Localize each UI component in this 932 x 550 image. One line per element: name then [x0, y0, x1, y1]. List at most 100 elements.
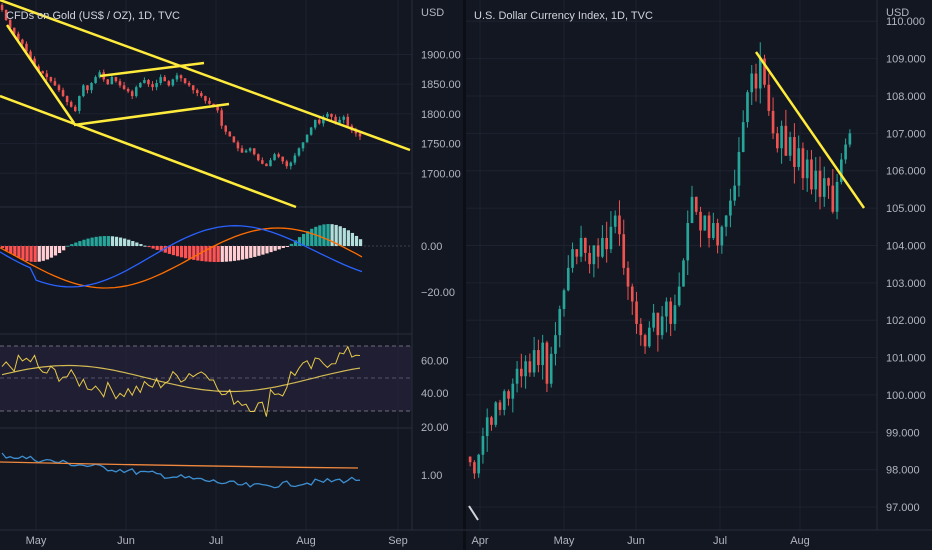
macd-histogram-bar: [342, 228, 346, 246]
dxy-candle: [532, 350, 536, 373]
gold-time-axis[interactable]: May Jun Jul Aug Sep: [26, 535, 408, 547]
macd-histogram-bar: [114, 236, 119, 246]
macd-histogram-bar: [322, 224, 326, 246]
macd-histogram-bar: [289, 243, 294, 246]
gold-candle: [4, 9, 8, 21]
macd-histogram-bar: [204, 246, 208, 262]
gold-candle: [196, 90, 199, 94]
macd-histogram-bar: [216, 246, 220, 262]
dxy-candle: [545, 342, 549, 384]
macd-histogram-bar: [192, 246, 196, 260]
gold-candle: [232, 136, 236, 143]
dxy-candle: [767, 84, 771, 111]
dxy-candle: [784, 125, 788, 156]
gold-trendlines[interactable]: [0, 0, 411, 209]
drawing-tool-icon[interactable]: [468, 505, 479, 521]
gold-candle: [143, 80, 146, 83]
gold-month-tick: Jul: [209, 535, 223, 547]
gold-candle: [265, 163, 268, 167]
dxy-candle: [686, 223, 690, 261]
gold-candle: [216, 106, 219, 111]
gold-candle: [301, 142, 305, 149]
dxy-candle: [635, 301, 638, 324]
macd-histogram-bar: [90, 237, 94, 246]
dxy-trendlines[interactable]: [754, 51, 866, 209]
gold-candle: [191, 85, 195, 91]
macd-histogram-bar: [188, 246, 192, 260]
dxy-candle: [703, 215, 707, 231]
dxy-candle: [515, 368, 519, 384]
ratio-axis-tick: 1.00: [421, 470, 442, 482]
dxy-time-axis[interactable]: Apr May Jun Jul Aug: [471, 535, 809, 547]
dxy-price-tick: 110.000: [886, 16, 925, 28]
macd-histogram-bar: [220, 246, 224, 262]
gold-candle: [139, 82, 142, 88]
dxy-candle: [733, 185, 736, 201]
dxy-candle: [605, 237, 608, 250]
gold-candle: [305, 134, 309, 143]
gold-price-tick: 1750.00: [421, 139, 461, 151]
layout-divider[interactable]: [463, 0, 466, 550]
gold-candle: [33, 58, 36, 67]
gold-candle: [346, 116, 350, 126]
gold-candle: [326, 113, 329, 117]
gold-candle: [69, 102, 73, 107]
gold-price-tick: 1700.00: [421, 168, 461, 180]
gold-price-axis[interactable]: 1900.00 1850.00 1800.00 1750.00 1700.00: [421, 49, 461, 180]
macd-line: [0, 225, 363, 288]
macd-histogram-bar: [110, 236, 115, 246]
dxy-chart-panel[interactable]: U.S. Dollar Currency Index, 1D, TVC USD …: [466, 0, 926, 547]
dxy-candle: [566, 267, 570, 291]
gold-wedge-bottom-line: [73, 102, 230, 127]
gold-candle: [248, 148, 252, 151]
gold-candle: [293, 155, 297, 163]
macd-histogram-bar: [82, 239, 86, 246]
macd-histogram-bar: [350, 232, 355, 246]
gold-candle: [61, 90, 65, 97]
dxy-month-tick: May: [554, 535, 575, 547]
gold-candle: [57, 85, 61, 91]
macd-histogram-bar: [123, 238, 127, 246]
gold-price-tick: 1900.00: [421, 49, 461, 61]
dxy-candle: [588, 252, 591, 265]
dxy-candle: [626, 267, 630, 287]
gold-month-tick: May: [26, 535, 47, 547]
macd-histogram-bar: [208, 246, 212, 262]
dxy-candle: [596, 245, 600, 257]
gold-candle: [252, 148, 256, 155]
dxy-candle: [485, 417, 489, 437]
gold-candle: [330, 113, 333, 117]
macd-indicator: [0, 224, 363, 289]
gold-candle: [126, 88, 130, 92]
gold-candle: [309, 127, 313, 135]
macd-histogram-bar: [171, 246, 176, 256]
gold-candle: [147, 80, 150, 85]
macd-histogram-bar: [163, 246, 167, 253]
gold-chart-panel[interactable]: CFDs on Gold (US$ / OZ), 1D, TVC USD 190…: [0, 0, 461, 547]
dxy-month-tick: Jun: [627, 535, 645, 547]
dxy-candle: [643, 335, 647, 347]
macd-histogram-bar: [86, 238, 90, 246]
dxy-price-tick: 107.000: [886, 128, 926, 140]
macd-histogram-bar: [346, 230, 350, 246]
dxy-candle: [549, 353, 553, 384]
gold-candle: [155, 82, 158, 88]
gold-candle: [37, 66, 40, 72]
gold-candle: [285, 161, 289, 167]
dxy-candle: [630, 286, 634, 302]
gold-candle: [110, 77, 114, 85]
dxy-month-tick: Jul: [713, 535, 727, 547]
gold-candle: [41, 71, 44, 74]
macd-histogram-bar: [66, 245, 70, 247]
gold-candle: [82, 85, 85, 97]
gold-candle: [94, 77, 97, 83]
dxy-price-tick: 102.000: [886, 315, 926, 327]
rsi-line: [1, 345, 361, 417]
rsi-indicator: [1, 345, 361, 417]
dxy-candle: [498, 402, 502, 410]
dxy-candle: [724, 215, 728, 227]
gold-currency-label: USD: [421, 7, 444, 19]
dxy-price-axis[interactable]: 110.000 109.000 108.000 107.000 106.000 105.0…: [886, 16, 926, 514]
dxy-candle: [473, 462, 476, 474]
dxy-candle: [665, 301, 668, 317]
